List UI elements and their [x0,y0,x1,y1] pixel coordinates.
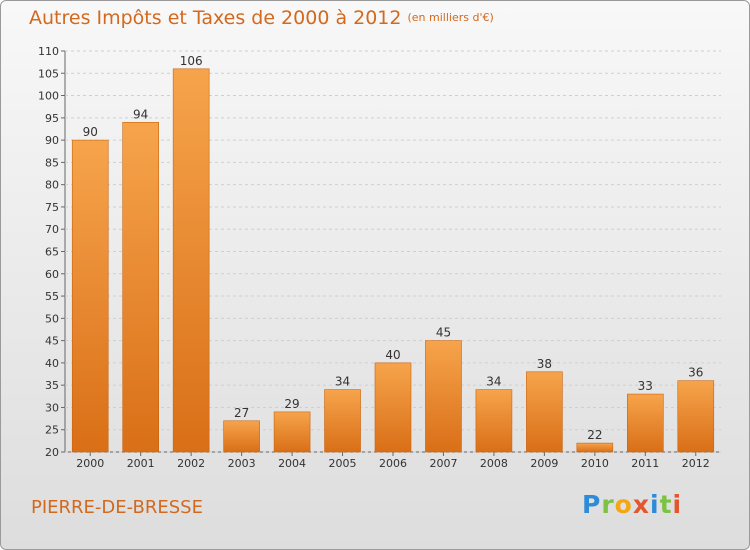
data-label: 34 [335,375,350,389]
x-tick-label: 2009 [530,457,558,470]
data-label: 22 [587,428,602,442]
bar [475,389,513,453]
bar [627,393,664,453]
y-tick-label: 85 [45,156,59,169]
bar [172,68,210,453]
y-tick-label: 65 [45,246,59,259]
data-label: 106 [180,54,203,68]
x-tick-label: 2012 [682,457,710,470]
data-label: 45 [436,326,451,340]
y-tick-label: 110 [38,45,59,58]
logo-letter: r [601,490,615,519]
y-tick-label: 70 [45,223,59,236]
x-tick-label: 2008 [480,457,508,470]
logo-letter: i [650,490,660,519]
logo-letter: i [672,490,683,519]
x-tick-label: 2007 [429,457,457,470]
y-tick-label: 80 [45,179,59,192]
y-tick-label: 40 [45,357,59,370]
logo-letter: P [582,490,602,519]
logo-letter: t [659,490,673,519]
bar [374,362,412,453]
y-tick-label: 60 [45,268,59,281]
x-tick-label: 2004 [278,457,306,470]
proxiti-logo[interactable]: Proxiti [582,490,682,519]
y-tick-label: 25 [45,424,59,437]
data-label: 33 [638,379,653,393]
y-tick-label: 95 [45,112,59,125]
y-tick-label: 35 [45,379,59,392]
y-tick-label: 90 [45,134,59,147]
x-tick-label: 2001 [127,457,155,470]
y-tick-label: 55 [45,290,59,303]
x-tick-label: 2006 [379,457,407,470]
y-tick-label: 20 [45,446,59,459]
title-text: Autres Impôts et Taxes de 2000 à 2012 [29,7,402,29]
x-tick-label: 2000 [76,457,104,470]
logo-letter: o [614,490,633,519]
logo-letter: x [632,490,650,519]
data-label: 36 [688,366,703,380]
commune-name: PIERRE-DE-BRESSE [31,497,203,518]
bar [122,121,159,453]
x-tick-label: 2002 [177,457,205,470]
bar [526,371,563,453]
y-tick-label: 75 [45,201,59,214]
y-tick-label: 105 [38,67,59,80]
y-tick-label: 30 [45,401,59,414]
x-tick-label: 2011 [631,457,659,470]
y-tick-label: 45 [45,335,59,348]
data-label: 29 [284,397,299,411]
x-tick-label: 2010 [581,457,609,470]
chart-title: Autres Impôts et Taxes de 2000 à 2012 (en… [29,7,494,29]
x-tick-label: 2005 [329,457,357,470]
bar [677,380,715,453]
bar [273,411,311,453]
data-label: 90 [83,125,98,139]
bar [425,340,462,453]
data-label: 34 [486,375,501,389]
bar [223,420,260,453]
data-label: 94 [133,107,148,121]
unit-label: (en milliers d'€) [407,11,494,24]
data-label: 27 [234,406,249,420]
data-label: 40 [385,348,400,362]
bar [576,442,614,453]
bar [324,389,361,453]
x-tick-label: 2003 [228,457,256,470]
y-tick-label: 100 [38,90,59,103]
data-label: 38 [537,357,552,371]
bar [71,139,109,453]
y-tick-label: 50 [45,312,59,325]
